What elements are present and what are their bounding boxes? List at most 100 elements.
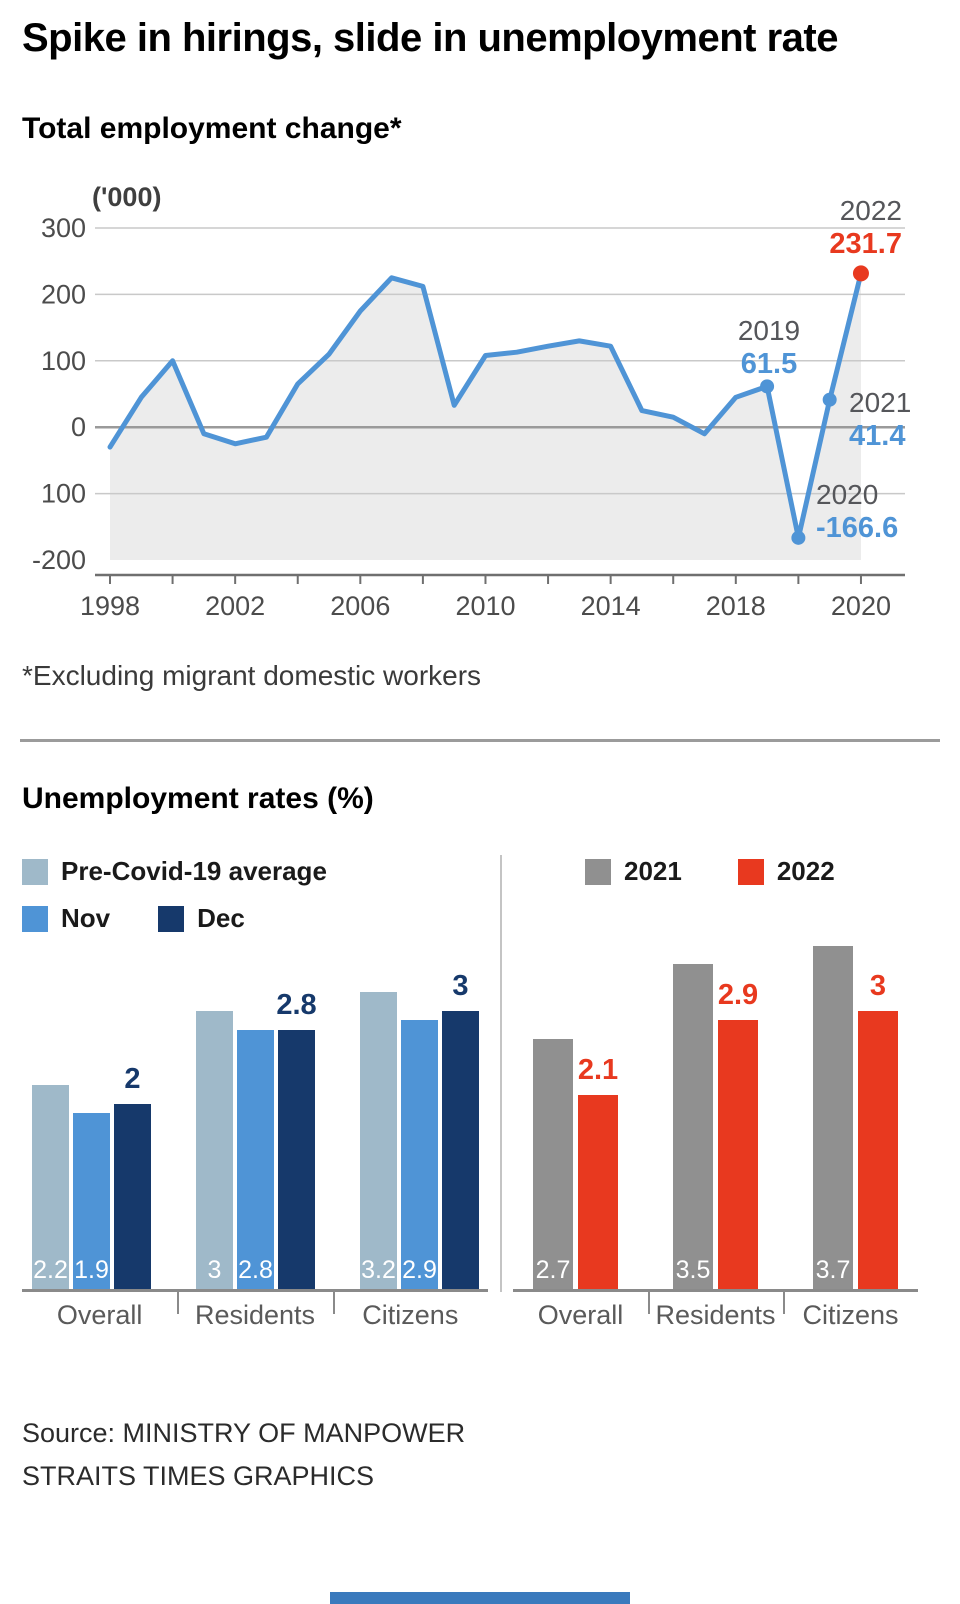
data-point-2020 xyxy=(791,530,806,545)
footer-bar xyxy=(330,1592,630,1604)
legend-swatch xyxy=(22,858,48,885)
category-tick xyxy=(648,1292,650,1314)
annotation-2022: 2022 231.7 xyxy=(829,194,902,261)
bar-value-label: 3 xyxy=(207,1256,222,1284)
legend-swatch xyxy=(585,858,611,885)
x-axis-baseline xyxy=(22,1289,488,1292)
source-text: Source: MINISTRY OF MANPOWER xyxy=(22,1418,466,1448)
category-tick xyxy=(177,1292,179,1314)
bar-nov-overall: 1.9 xyxy=(73,1113,110,1290)
annotation-year-label: 2019 xyxy=(737,315,801,346)
x-tick-label: 2006 xyxy=(330,591,390,620)
y-tick-label: 200 xyxy=(41,279,86,309)
bar-value-label: 2.7 xyxy=(535,1256,571,1284)
bar-value-label: 2.8 xyxy=(238,1256,273,1284)
bar-dec-citizens: 3 xyxy=(442,970,479,1290)
legend-item-2022: 2022 xyxy=(737,856,835,887)
legend-swatch xyxy=(158,905,185,932)
bar-value-label: 3.5 xyxy=(675,1256,711,1284)
category-tick xyxy=(783,1292,785,1314)
bar-value-label: 1.9 xyxy=(74,1256,109,1284)
bar-value-label: 3 xyxy=(452,970,469,1002)
legend-label: 2022 xyxy=(776,856,835,886)
bar-value-label: 2.9 xyxy=(717,979,759,1011)
annotation-2021: 2021 41.4 xyxy=(849,386,911,453)
bar-chart-monthly: 2.2 1.9 2 3 2.8 2.8 3.2 2.9 3 xyxy=(22,870,488,1290)
bar-2022-overall: 2.1 xyxy=(578,1054,618,1290)
x-tick-label: 2002 xyxy=(205,591,265,620)
category-label-overall: Overall xyxy=(56,1300,143,1330)
y-tick-label: 0 xyxy=(71,412,86,442)
credit-text: STRAITS TIMES GRAPHICS xyxy=(22,1461,375,1492)
legend-swatch xyxy=(22,905,48,932)
bar-value-label: 2.1 xyxy=(577,1054,619,1086)
bar-value-label: 3 xyxy=(869,970,887,1002)
bar-group-residents: 3 2.8 2.8 xyxy=(196,989,317,1290)
annotation-year-label: 2021 xyxy=(849,387,912,418)
data-point-2021 xyxy=(822,392,837,407)
bar-value-label: 3.2 xyxy=(361,1256,396,1284)
bar-nov-citizens: 2.9 xyxy=(401,1020,438,1290)
data-point-2022 xyxy=(852,265,869,282)
bar-2021-residents: 3.5 xyxy=(673,964,713,1290)
category-label-citizens: Citizens xyxy=(802,1300,899,1330)
x-tick-label: 2014 xyxy=(581,591,641,620)
legend-item-pre-covid-19-average: Pre-Covid-19 average xyxy=(22,856,327,887)
page-title: Spike in hirings, slide in unemployment … xyxy=(22,16,838,60)
bar-2022-residents: 2.9 xyxy=(718,979,758,1290)
bar-group-citizens: 3.7 3 xyxy=(813,946,898,1290)
area-fill xyxy=(110,273,861,560)
bar-value-label: 2.8 xyxy=(276,989,317,1021)
legend-label: 2021 xyxy=(624,856,682,886)
annotation-value-label: 61.5 xyxy=(740,348,798,381)
legend-label: Dec xyxy=(197,903,245,933)
annotation-year-label: 2022 xyxy=(839,195,902,226)
bar-2021-overall: 2.7 xyxy=(533,1039,573,1290)
category-label-citizens: Citizens xyxy=(362,1300,459,1330)
chart-separator xyxy=(500,855,502,1292)
bar-pre-covid-19-average-citizens: 3.2 xyxy=(360,992,397,1290)
category-label-residents: Residents xyxy=(655,1300,776,1330)
footnote: *Excluding migrant domestic workers xyxy=(22,660,482,691)
bar-nov-residents: 2.8 xyxy=(237,1030,274,1290)
category-axis-monthly: Overall Residents Citizens xyxy=(22,1300,488,1331)
bar-pre-covid-19-average-residents: 3 xyxy=(196,1011,233,1290)
legend-yearly: 2021 2022 xyxy=(585,856,835,887)
x-tick-label: 2018 xyxy=(706,591,766,620)
bar-chart-yearly: 2.7 2.1 3.5 2.9 3.7 3 xyxy=(513,870,918,1290)
annotation-value-label: 41.4 xyxy=(849,420,906,453)
y-tick-label: -200 xyxy=(32,545,86,575)
legend-row: 2021 2022 xyxy=(585,856,835,887)
bar-group-overall: 2.2 1.9 2 xyxy=(32,1063,151,1290)
bar-value-label: 2.9 xyxy=(402,1256,437,1284)
bar-value-label: 2.2 xyxy=(33,1256,68,1284)
bar-dec-residents: 2.8 xyxy=(276,989,317,1290)
legend-monthly: Pre-Covid-19 average Nov Dec xyxy=(22,856,327,934)
category-tick xyxy=(333,1292,335,1314)
y-tick-label: 100 xyxy=(41,479,86,509)
y-axis-unit-label: ('000) xyxy=(92,182,162,212)
category-label-residents: Residents xyxy=(194,1300,316,1330)
legend-row: Pre-Covid-19 average xyxy=(22,856,327,887)
legend-item-dec: Dec xyxy=(158,903,245,934)
bar-group-residents: 3.5 2.9 xyxy=(673,964,758,1290)
x-axis-baseline xyxy=(513,1289,918,1292)
employment-line-svg: 300 200 100 0 100 -200 1998 2002 2006 2010 2014 201… xyxy=(32,213,905,620)
data-point-2019 xyxy=(760,379,775,394)
x-tick-label: 1998 xyxy=(80,591,140,620)
employment-line xyxy=(107,270,864,541)
legend-label: Nov xyxy=(61,903,111,933)
x-tick-label: 2020 xyxy=(831,591,891,620)
legend-item-2021: 2021 xyxy=(585,856,682,887)
y-tick-label: 100 xyxy=(41,346,86,376)
annotation-2019: 2019 61.5 xyxy=(727,314,811,381)
annotation-year-label: 2020 xyxy=(816,479,879,510)
employment-section-title: Total employment change* xyxy=(22,112,402,145)
bar-dec-overall: 2 xyxy=(114,1063,151,1290)
bar-group-citizens: 3.2 2.9 3 xyxy=(360,970,479,1290)
source-block: Source: MINISTRY OF MANPOWER STRAITS TIM… xyxy=(22,1412,465,1498)
bar-value-label: 2 xyxy=(124,1063,141,1095)
unemployment-section-title: Unemployment rates (%) xyxy=(22,782,374,815)
legend-row: Nov Dec xyxy=(22,903,327,934)
